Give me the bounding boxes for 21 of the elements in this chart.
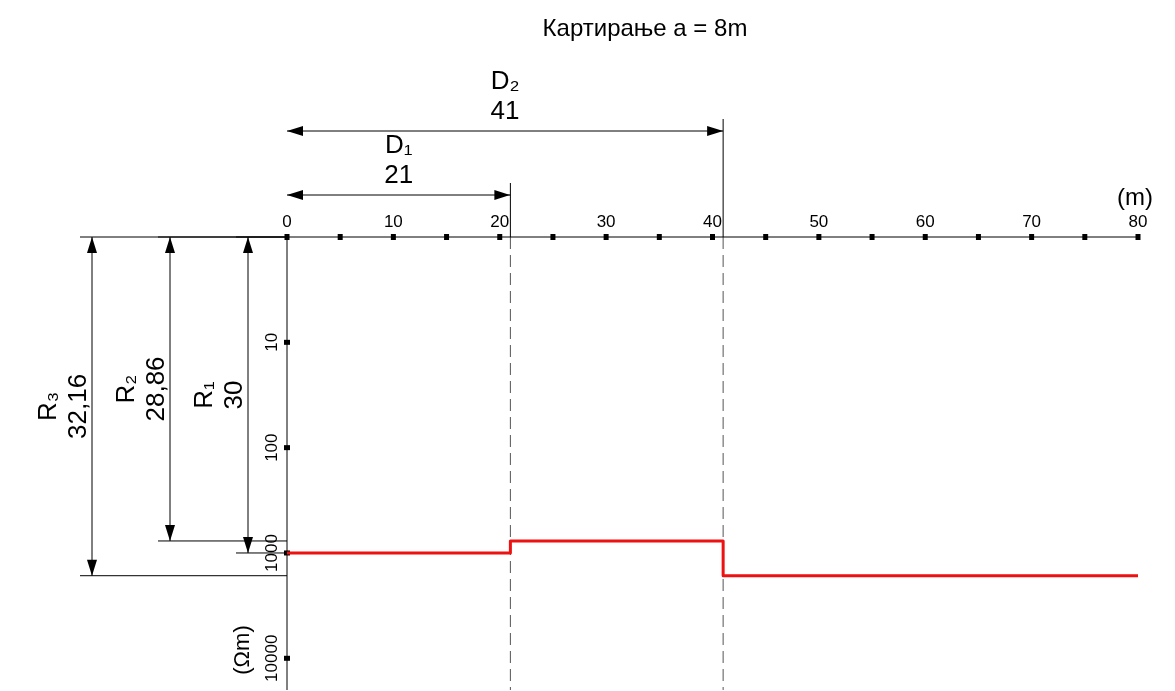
x-tick-label: 30	[596, 212, 616, 231]
x-tick-label: 80	[1128, 212, 1148, 231]
y-tick-label: 1000	[262, 534, 281, 572]
y-tick-label: 100	[262, 433, 281, 462]
chart-title: Картирање a = 8m	[542, 14, 748, 41]
y-tick-label: 10000	[262, 634, 281, 682]
x-tick-label: 70	[1022, 212, 1042, 231]
y-tick-label: 10	[262, 332, 281, 352]
x-axis-title: (m)	[1117, 183, 1153, 210]
text: R₃ 32,16	[32, 373, 92, 439]
y-axis-title: (Ωm)	[229, 625, 254, 675]
x-tick-label: 60	[915, 212, 935, 231]
x-tick-label: 40	[703, 212, 722, 231]
text: D₁ 21	[384, 129, 414, 189]
text: R₁ 30	[188, 380, 248, 410]
x-tick-label: 50	[809, 212, 829, 231]
text: R₂ 28,86	[110, 356, 170, 422]
x-tick-label: 10	[383, 212, 403, 231]
x-tick-label: 20	[490, 212, 510, 231]
x-tick-label: 0	[282, 212, 292, 231]
text: D₂ 41	[490, 65, 520, 125]
